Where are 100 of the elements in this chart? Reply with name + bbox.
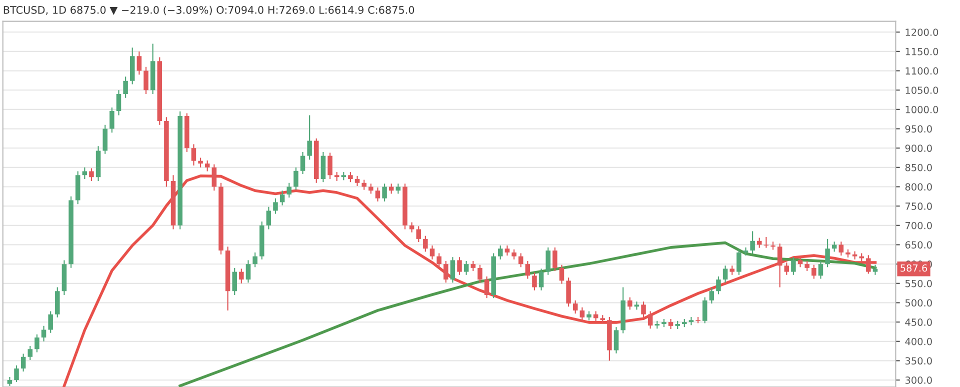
y-tick-label: 1200.0 (906, 28, 938, 36)
candlestick (232, 267, 237, 296)
candlestick (48, 310, 53, 334)
candlestick (634, 301, 640, 310)
candlestick (328, 152, 332, 180)
line-series (62, 174, 877, 387)
candlestick (484, 276, 490, 299)
candlestick (580, 306, 585, 322)
candlestick (423, 235, 428, 252)
candlestick (586, 310, 592, 322)
candlestick (832, 241, 837, 252)
chart-title: BTCUSD, 1D 6875.0 ▼ −219.0 (−3.09%) O:7094.0 H:7269.0 L:6614.9 C:6875.0 (4, 6, 414, 16)
candlestick (239, 268, 244, 284)
candlestick (28, 345, 33, 360)
candlestick (300, 151, 306, 175)
candlestick (102, 124, 108, 154)
candlestick (368, 183, 374, 194)
candlestick (375, 186, 380, 202)
y-tick-label: 1000.0 (906, 106, 938, 114)
candlestick (110, 106, 114, 134)
candlestick (273, 198, 278, 214)
candlestick (512, 248, 516, 260)
candlestick (791, 256, 796, 276)
candlestick (572, 300, 578, 314)
candlestick (804, 260, 810, 272)
candlestick (286, 182, 292, 198)
candlestick (641, 301, 646, 318)
candlestick (436, 252, 442, 268)
candlestick (525, 260, 530, 280)
candlestick (798, 256, 803, 268)
y-tick-label: 900.0 (905, 144, 932, 152)
candlestick (246, 260, 251, 284)
candlestick (457, 256, 462, 276)
candlestick (750, 230, 755, 254)
candlestick (14, 364, 19, 383)
candlestick (20, 353, 26, 372)
y-tick-label: 550.0 (905, 280, 932, 288)
candlestick (409, 222, 414, 233)
candlestick (307, 114, 312, 160)
candlestick (818, 260, 824, 280)
y-tick-label: 850.0 (905, 164, 932, 172)
candlestick (866, 254, 871, 274)
candlestick (198, 157, 203, 168)
candlestick (204, 160, 210, 172)
candlestick (764, 236, 769, 248)
candlestick (825, 238, 830, 268)
candlestick (136, 50, 142, 76)
candlestick (348, 172, 353, 183)
candlestick (478, 264, 482, 284)
line-series (178, 241, 877, 387)
candlestick (294, 166, 298, 190)
y-tick-label: 450.0 (905, 318, 932, 326)
candlestick (89, 168, 94, 182)
candlestick (382, 183, 387, 202)
y-tick-label: 650.0 (905, 241, 932, 249)
candlestick (354, 175, 360, 187)
candlestick (716, 276, 721, 295)
candlestick (430, 244, 435, 260)
candlestick (396, 183, 401, 194)
candlestick (559, 264, 564, 284)
candlestick (546, 246, 550, 276)
candlestick (464, 260, 469, 276)
y-tick-label: 1100.0 (906, 67, 938, 75)
candlestick (709, 287, 714, 304)
candlestick (812, 264, 816, 280)
y-tick-label: 800.0 (905, 183, 932, 191)
candlestick (872, 264, 878, 276)
y-tick-label: 950.0 (905, 125, 932, 133)
candlestick (266, 206, 272, 230)
candlestick (34, 334, 40, 353)
candlestick (628, 296, 632, 310)
candlestick (538, 268, 544, 291)
candlestick (443, 260, 448, 284)
y-tick-label: 1050.0 (906, 86, 938, 94)
y-tick-label: 300.0 (905, 376, 932, 384)
y-tick-label: 500.0 (905, 299, 932, 307)
candlestick (144, 66, 148, 95)
y-tick-label: 700.0 (906, 222, 932, 230)
candlestick (722, 265, 728, 284)
candlestick (212, 164, 217, 192)
candlestick (736, 248, 742, 276)
candlestick (688, 316, 694, 326)
candlestick (756, 237, 762, 248)
candlestick (504, 244, 510, 256)
candlestick (777, 243, 782, 288)
candlestick (416, 226, 421, 243)
candlestick (116, 90, 122, 116)
candlestick (252, 252, 258, 268)
candlestick (191, 144, 196, 166)
candlestick (566, 277, 571, 308)
candlestick (532, 272, 537, 291)
candlestick (123, 76, 128, 98)
candlestick (838, 241, 844, 256)
candlestick (702, 296, 708, 324)
candlestick (552, 246, 558, 272)
y-tick-label: 750.0 (906, 202, 932, 210)
candlestick (362, 179, 366, 190)
y-tick-label: 1150.0 (906, 48, 938, 56)
candlestick (852, 250, 858, 260)
candlestick (668, 318, 674, 330)
